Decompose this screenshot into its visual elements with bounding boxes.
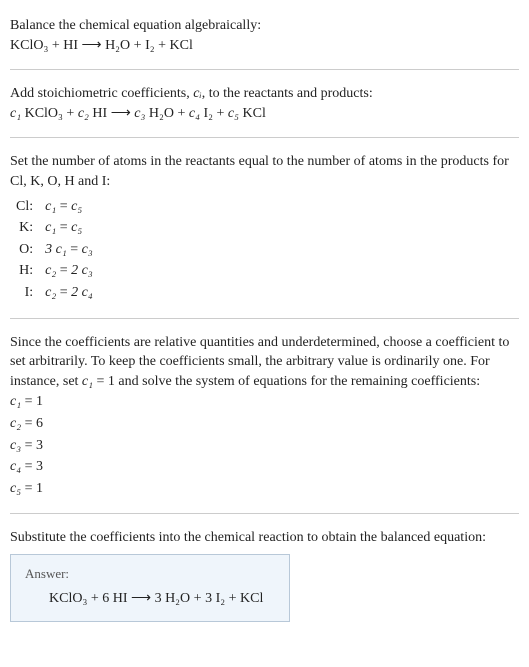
coeff-c5: c₅ xyxy=(228,106,239,121)
rhs: 1 xyxy=(36,481,43,496)
lhs: c₂ xyxy=(45,285,56,300)
section-answer: Substitute the coefficients into the che… xyxy=(10,520,519,629)
table-row: I: c₂ = 2 c₄ xyxy=(10,282,99,304)
unbalanced-equation: KClO₃ + HI ⟶ H₂O + I₂ + KCl xyxy=(10,36,519,56)
section-solve: Since the coefficients are relative quan… xyxy=(10,325,519,508)
lhs: c₁ xyxy=(45,220,56,235)
substitute-instruction: Substitute the coefficients into the che… xyxy=(10,528,519,548)
assignment-row: c₅ = 1 xyxy=(10,478,519,500)
rhs: 1 xyxy=(36,394,43,409)
atom-balance-table: Cl: c₁ = c₅ K: c₁ = c₅ O: 3 c₁ = c₃ H: c… xyxy=(10,196,99,304)
coeff-c1: c₁ xyxy=(10,106,21,121)
answer-box: Answer: KClO₃ + 6 HI ⟶ 3 H₂O + 3 I₂ + KC… xyxy=(10,554,290,622)
lhs: c₃ xyxy=(10,438,21,453)
eq-frag: I₂ + xyxy=(200,106,228,121)
lhs: c₄ xyxy=(10,459,21,474)
balance-instruction: Balance the chemical equation algebraica… xyxy=(10,16,519,36)
text-fragment: = 1 and solve the system of equations fo… xyxy=(93,374,480,389)
assignment-row: c₄ = 3 xyxy=(10,456,519,478)
table-row: O: 3 c₁ = c₃ xyxy=(10,239,99,261)
assignment-row: c₂ = 6 xyxy=(10,413,519,435)
ci-symbol: cᵢ xyxy=(193,86,201,101)
lhs: c₅ xyxy=(10,481,21,496)
divider xyxy=(10,137,519,138)
element-label: K: xyxy=(10,217,39,239)
eq-frag: H₂O + xyxy=(145,106,189,121)
eq-frag: HI ⟶ xyxy=(89,106,134,121)
eq-frag: KClO₃ + xyxy=(21,106,78,121)
rhs: 3 xyxy=(36,459,43,474)
coeff-equation: c₁ KClO₃ + c₂ HI ⟶ c₃ H₂O + c₄ I₂ + c₅ K… xyxy=(10,104,519,124)
rhs: 2 c₃ xyxy=(71,263,93,278)
rhs: 2 c₄ xyxy=(71,285,93,300)
table-row: Cl: c₁ = c₅ xyxy=(10,196,99,218)
lhs: c₁ xyxy=(10,394,21,409)
rhs: c₃ xyxy=(82,242,93,257)
equation-cell: c₂ = 2 c₃ xyxy=(39,260,99,282)
solve-instruction: Since the coefficients are relative quan… xyxy=(10,333,519,392)
equation-cell: c₂ = 2 c₄ xyxy=(39,282,99,304)
lhs: c₂ xyxy=(10,416,21,431)
coeff-c3: c₃ xyxy=(134,106,145,121)
divider xyxy=(10,69,519,70)
answer-label: Answer: xyxy=(25,565,275,583)
table-row: H: c₂ = 2 c₃ xyxy=(10,260,99,282)
section-balance-intro: Balance the chemical equation algebraica… xyxy=(10,8,519,63)
assignment-row: c₁ = 1 xyxy=(10,391,519,413)
text-fragment: , to the reactants and products: xyxy=(202,86,373,101)
table-row: K: c₁ = c₅ xyxy=(10,217,99,239)
balanced-equation: KClO₃ + 6 HI ⟶ 3 H₂O + 3 I₂ + KCl xyxy=(25,589,275,609)
element-label: I: xyxy=(10,282,39,304)
coeff-c2: c₂ xyxy=(78,106,89,121)
coefficient-assignments: c₁ = 1 c₂ = 6 c₃ = 3 c₄ = 3 c₅ = 1 xyxy=(10,391,519,499)
rhs: c₅ xyxy=(71,199,82,214)
lhs: c₁ xyxy=(45,199,56,214)
divider xyxy=(10,318,519,319)
rhs: c₅ xyxy=(71,220,82,235)
add-coeff-instruction: Add stoichiometric coefficients, cᵢ, to … xyxy=(10,84,519,104)
section-add-coefficients: Add stoichiometric coefficients, cᵢ, to … xyxy=(10,76,519,131)
coeff-c4: c₄ xyxy=(189,106,200,121)
equation-cell: 3 c₁ = c₃ xyxy=(39,239,99,261)
lhs: 3 c₁ xyxy=(45,242,67,257)
lhs: c₂ xyxy=(45,263,56,278)
atom-balance-instruction: Set the number of atoms in the reactants… xyxy=(10,152,519,191)
element-label: Cl: xyxy=(10,196,39,218)
rhs: 6 xyxy=(36,416,43,431)
equation-cell: c₁ = c₅ xyxy=(39,196,99,218)
element-label: O: xyxy=(10,239,39,261)
equation-cell: c₁ = c₅ xyxy=(39,217,99,239)
text-fragment: Add stoichiometric coefficients, xyxy=(10,86,193,101)
eq-frag: KCl xyxy=(239,106,266,121)
section-atom-balance: Set the number of atoms in the reactants… xyxy=(10,144,519,311)
c1-symbol: c₁ xyxy=(82,374,93,389)
divider xyxy=(10,513,519,514)
rhs: 3 xyxy=(36,438,43,453)
element-label: H: xyxy=(10,260,39,282)
assignment-row: c₃ = 3 xyxy=(10,435,519,457)
